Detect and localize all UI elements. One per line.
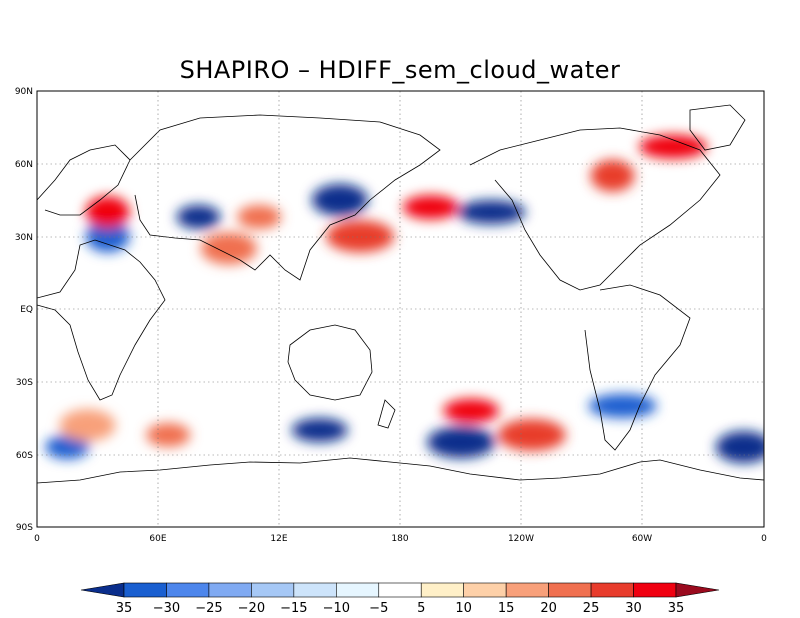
field-feature xyxy=(590,159,635,192)
field-feature xyxy=(45,435,90,460)
colorbar-box xyxy=(293,582,337,598)
lat-label: 60N xyxy=(15,160,33,170)
plot-frame xyxy=(36,90,765,528)
lat-label: EQ xyxy=(20,305,33,315)
field-feature xyxy=(497,418,566,451)
colorbar-box xyxy=(378,582,422,598)
colorbar-label: 10 xyxy=(455,601,472,616)
colorbar-label: −15 xyxy=(280,601,307,616)
field-feature xyxy=(326,220,395,253)
colorbar-min-arrow xyxy=(80,582,125,598)
colorbar-label: −25 xyxy=(195,601,222,616)
colorbar-label: −10 xyxy=(323,601,350,616)
colorbar-label: 5 xyxy=(417,601,425,616)
field-feature xyxy=(427,426,496,459)
lat-label: 60S xyxy=(16,451,33,461)
field-feature xyxy=(639,134,708,159)
colorbar: 35 −30 −25 −20 −15 −10 −5 5 10 15 20 25 30 35 xyxy=(80,582,720,616)
colorbar-label: 30 xyxy=(625,601,642,616)
colorbar-box xyxy=(548,582,592,598)
colorbar-label: −30 xyxy=(153,601,180,616)
coast-antarctica xyxy=(37,457,764,484)
field-feature xyxy=(146,422,191,447)
field-feature xyxy=(443,398,500,423)
field-feature xyxy=(715,431,764,464)
colorbar-label: −20 xyxy=(238,601,265,616)
field-feature xyxy=(237,204,282,229)
field-feature xyxy=(85,220,130,253)
gridlines xyxy=(37,91,764,527)
field-feature xyxy=(85,196,130,229)
lon-label: 60W xyxy=(632,534,652,544)
colorbar-box xyxy=(123,582,167,598)
colorbar-box xyxy=(336,582,380,598)
colorbar-label: 25 xyxy=(583,601,600,616)
field-feature xyxy=(200,232,257,265)
colorbar-box xyxy=(463,582,507,598)
lat-label: 90S xyxy=(16,523,33,533)
lon-label: 120W xyxy=(508,534,534,544)
colorbar-max-arrow xyxy=(675,582,720,598)
coast-africa xyxy=(37,239,166,401)
field-feature xyxy=(176,204,221,229)
colorbar-label: 15 xyxy=(498,601,515,616)
colorbar-label: 35 xyxy=(116,601,133,616)
field-feature xyxy=(291,418,348,443)
lon-axis: 0 60E 12E 180 120W 60W 0 xyxy=(34,534,767,544)
map-title: SHAPIRO – HDIFF_sem_cloud_water xyxy=(179,56,621,84)
colorbar-label: −5 xyxy=(369,601,388,616)
field-feature xyxy=(402,195,459,220)
lon-label: 12E xyxy=(270,534,287,544)
lon-label: 60E xyxy=(149,534,166,544)
coast-australia xyxy=(287,324,373,401)
lon-label: 0 xyxy=(761,534,767,544)
colorbar-box xyxy=(505,582,549,598)
colorbar-box xyxy=(633,582,677,598)
colorbar-box xyxy=(420,582,464,598)
field-feature xyxy=(311,184,368,216)
lon-label: 180 xyxy=(391,534,408,544)
coast-north-america xyxy=(469,127,721,291)
field-feature xyxy=(457,200,526,225)
lat-axis: 90N 60N 30N EQ 30S 60S 90S xyxy=(15,87,33,533)
colorbar-box xyxy=(251,582,295,598)
colorbar-box xyxy=(166,582,210,598)
coast-south-america xyxy=(584,284,691,451)
coast-greenland xyxy=(689,104,746,151)
lon-label: 0 xyxy=(34,534,40,544)
coast-asia xyxy=(129,114,441,281)
lat-label: 30N xyxy=(15,233,33,243)
lat-label: 90N xyxy=(15,87,33,97)
colorbar-box xyxy=(590,582,634,598)
coast-nz xyxy=(377,399,396,429)
colorbar-box xyxy=(208,582,252,598)
colorbar-label: 20 xyxy=(540,601,557,616)
field-feature xyxy=(588,393,657,418)
colorbar-label: 35 xyxy=(668,601,685,616)
field-feature xyxy=(59,409,116,442)
lat-label: 30S xyxy=(16,378,33,388)
coastlines xyxy=(37,104,764,484)
